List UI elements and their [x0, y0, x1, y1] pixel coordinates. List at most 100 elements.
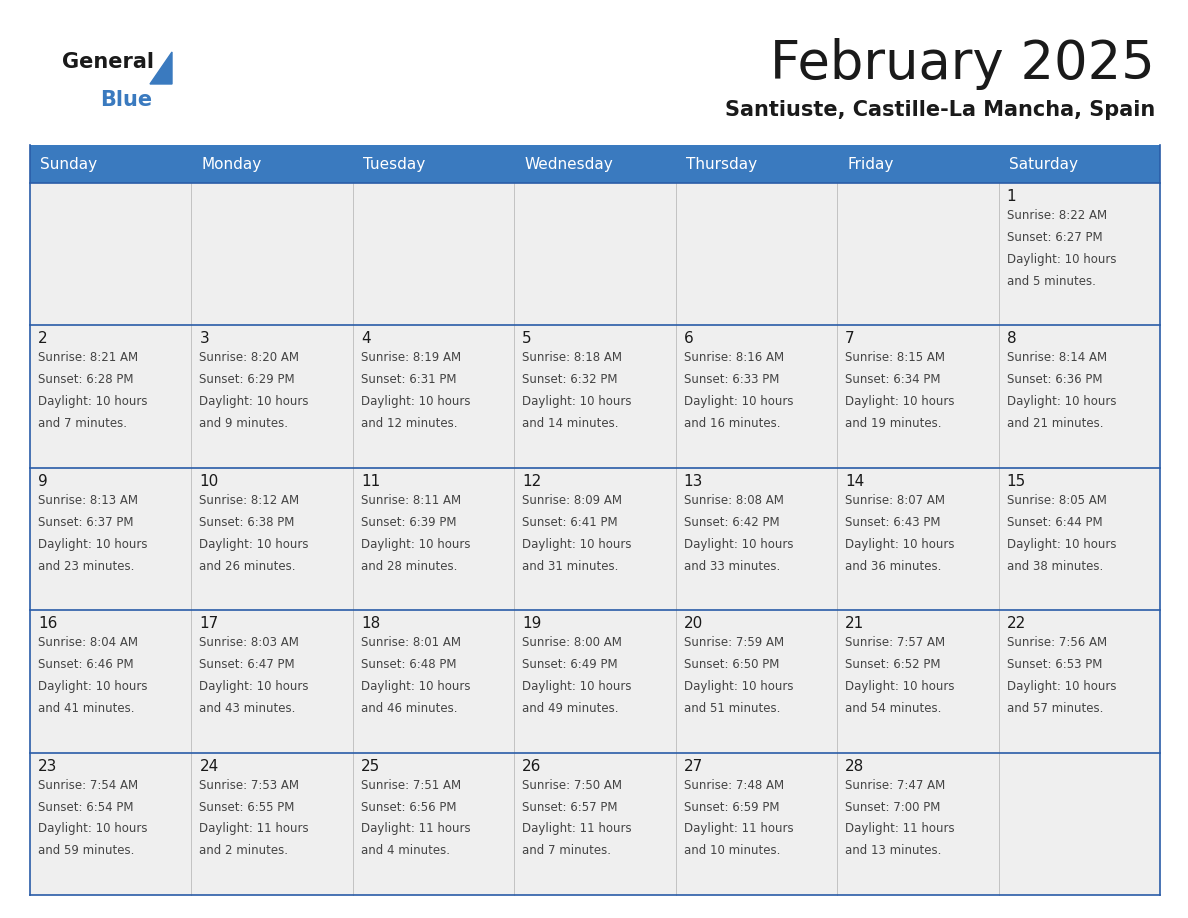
Text: Sunrise: 8:01 AM: Sunrise: 8:01 AM — [361, 636, 461, 649]
Text: Sunset: 6:29 PM: Sunset: 6:29 PM — [200, 374, 295, 386]
Text: Daylight: 10 hours: Daylight: 10 hours — [684, 396, 794, 409]
Text: 10: 10 — [200, 474, 219, 488]
Bar — [676, 183, 838, 325]
Text: Sunset: 6:47 PM: Sunset: 6:47 PM — [200, 658, 295, 671]
Text: Sunset: 6:54 PM: Sunset: 6:54 PM — [38, 800, 133, 813]
Bar — [514, 468, 676, 610]
Text: Daylight: 10 hours: Daylight: 10 hours — [684, 680, 794, 693]
Text: Blue: Blue — [100, 90, 152, 110]
Text: Sunset: 6:50 PM: Sunset: 6:50 PM — [684, 658, 779, 671]
Bar — [999, 610, 1159, 753]
Text: General: General — [62, 52, 154, 72]
Text: Sunrise: 8:07 AM: Sunrise: 8:07 AM — [845, 494, 946, 507]
Text: Sunrise: 8:18 AM: Sunrise: 8:18 AM — [523, 352, 623, 364]
Bar — [676, 753, 838, 895]
Text: Daylight: 10 hours: Daylight: 10 hours — [361, 396, 470, 409]
Text: and 36 minutes.: and 36 minutes. — [845, 560, 942, 573]
Text: and 9 minutes.: and 9 minutes. — [200, 417, 289, 431]
Text: 26: 26 — [523, 758, 542, 774]
Bar — [838, 325, 999, 468]
Text: 12: 12 — [523, 474, 542, 488]
Text: Sunset: 6:33 PM: Sunset: 6:33 PM — [684, 374, 779, 386]
Text: Sunrise: 8:00 AM: Sunrise: 8:00 AM — [523, 636, 623, 649]
Text: Daylight: 10 hours: Daylight: 10 hours — [845, 538, 955, 551]
Text: Daylight: 11 hours: Daylight: 11 hours — [200, 823, 309, 835]
Bar — [838, 753, 999, 895]
Bar — [30, 183, 191, 325]
Text: Sunrise: 8:09 AM: Sunrise: 8:09 AM — [523, 494, 623, 507]
Text: Sunset: 6:56 PM: Sunset: 6:56 PM — [361, 800, 456, 813]
Text: and 16 minutes.: and 16 minutes. — [684, 417, 781, 431]
Bar — [514, 610, 676, 753]
Text: 16: 16 — [38, 616, 57, 632]
Text: Sunrise: 8:20 AM: Sunrise: 8:20 AM — [200, 352, 299, 364]
Bar — [353, 468, 514, 610]
Text: Sunset: 6:31 PM: Sunset: 6:31 PM — [361, 374, 456, 386]
Bar — [191, 753, 353, 895]
Text: Sunset: 6:42 PM: Sunset: 6:42 PM — [684, 516, 779, 529]
Bar — [999, 183, 1159, 325]
Bar — [191, 325, 353, 468]
Text: 15: 15 — [1006, 474, 1025, 488]
Bar — [999, 468, 1159, 610]
Bar — [514, 325, 676, 468]
Text: Sunrise: 8:21 AM: Sunrise: 8:21 AM — [38, 352, 138, 364]
Text: 20: 20 — [684, 616, 703, 632]
Text: Daylight: 11 hours: Daylight: 11 hours — [845, 823, 955, 835]
Text: Sunset: 6:46 PM: Sunset: 6:46 PM — [38, 658, 133, 671]
Bar — [191, 468, 353, 610]
Text: and 38 minutes.: and 38 minutes. — [1006, 560, 1102, 573]
Text: 7: 7 — [845, 331, 855, 346]
Text: and 49 minutes.: and 49 minutes. — [523, 702, 619, 715]
Text: Sunrise: 7:51 AM: Sunrise: 7:51 AM — [361, 778, 461, 791]
Text: Sunrise: 8:16 AM: Sunrise: 8:16 AM — [684, 352, 784, 364]
Text: 1: 1 — [1006, 189, 1016, 204]
Text: 18: 18 — [361, 616, 380, 632]
Text: and 43 minutes.: and 43 minutes. — [200, 702, 296, 715]
Text: Sunrise: 8:15 AM: Sunrise: 8:15 AM — [845, 352, 946, 364]
Text: Friday: Friday — [847, 156, 893, 172]
Bar — [353, 610, 514, 753]
Text: Sunday: Sunday — [40, 156, 97, 172]
Bar — [30, 468, 191, 610]
Text: 21: 21 — [845, 616, 865, 632]
Text: Sunset: 6:37 PM: Sunset: 6:37 PM — [38, 516, 133, 529]
Text: Sunset: 6:55 PM: Sunset: 6:55 PM — [200, 800, 295, 813]
Text: and 46 minutes.: and 46 minutes. — [361, 702, 457, 715]
Text: Daylight: 10 hours: Daylight: 10 hours — [38, 396, 147, 409]
Text: 5: 5 — [523, 331, 532, 346]
Text: Sunset: 6:44 PM: Sunset: 6:44 PM — [1006, 516, 1102, 529]
Text: Sunrise: 8:08 AM: Sunrise: 8:08 AM — [684, 494, 784, 507]
Text: Sunrise: 7:57 AM: Sunrise: 7:57 AM — [845, 636, 946, 649]
Text: 22: 22 — [1006, 616, 1025, 632]
Text: Sunset: 6:52 PM: Sunset: 6:52 PM — [845, 658, 941, 671]
Text: Sunset: 6:28 PM: Sunset: 6:28 PM — [38, 374, 133, 386]
Text: 8: 8 — [1006, 331, 1016, 346]
Text: Sunrise: 7:56 AM: Sunrise: 7:56 AM — [1006, 636, 1107, 649]
Text: 23: 23 — [38, 758, 57, 774]
Text: Wednesday: Wednesday — [524, 156, 613, 172]
Bar — [676, 610, 838, 753]
Text: 14: 14 — [845, 474, 865, 488]
Text: Daylight: 11 hours: Daylight: 11 hours — [684, 823, 794, 835]
Text: Sunrise: 7:48 AM: Sunrise: 7:48 AM — [684, 778, 784, 791]
Text: 11: 11 — [361, 474, 380, 488]
Text: Santiuste, Castille-La Mancha, Spain: Santiuste, Castille-La Mancha, Spain — [725, 100, 1155, 120]
Text: 2: 2 — [38, 331, 48, 346]
Text: Sunrise: 7:50 AM: Sunrise: 7:50 AM — [523, 778, 623, 791]
Text: 17: 17 — [200, 616, 219, 632]
Text: 4: 4 — [361, 331, 371, 346]
Text: and 59 minutes.: and 59 minutes. — [38, 845, 134, 857]
Text: Daylight: 10 hours: Daylight: 10 hours — [200, 396, 309, 409]
Text: Sunrise: 8:04 AM: Sunrise: 8:04 AM — [38, 636, 138, 649]
Bar — [999, 753, 1159, 895]
Text: Daylight: 10 hours: Daylight: 10 hours — [200, 680, 309, 693]
Bar — [676, 325, 838, 468]
Text: and 51 minutes.: and 51 minutes. — [684, 702, 781, 715]
Text: Daylight: 11 hours: Daylight: 11 hours — [361, 823, 470, 835]
Bar — [30, 145, 1159, 183]
Text: Sunset: 6:53 PM: Sunset: 6:53 PM — [1006, 658, 1102, 671]
Text: and 26 minutes.: and 26 minutes. — [200, 560, 296, 573]
Text: 13: 13 — [684, 474, 703, 488]
Text: Sunrise: 8:03 AM: Sunrise: 8:03 AM — [200, 636, 299, 649]
